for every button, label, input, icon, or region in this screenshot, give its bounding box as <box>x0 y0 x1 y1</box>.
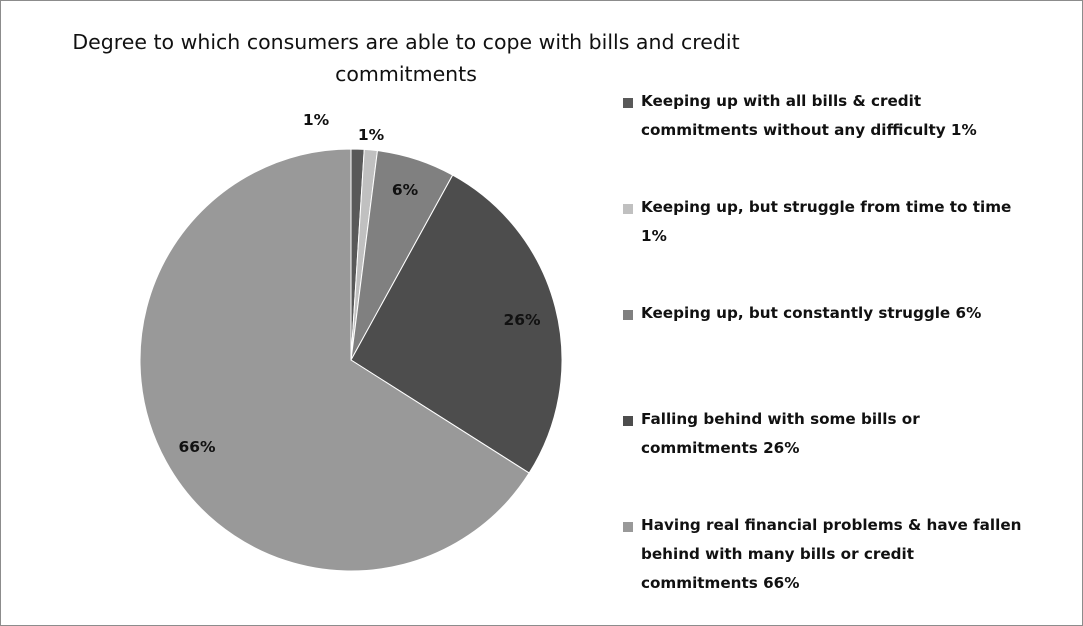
legend-label-3: Keeping up, but constantly struggle 6% <box>641 299 1078 328</box>
legend-label-line: Falling behind with some bills or <box>641 410 920 428</box>
data-label-4: 26% <box>503 311 541 329</box>
data-label-5: 66% <box>178 438 216 456</box>
pie-slice-4 <box>350 174 563 474</box>
legend-label-line: commitments 26% <box>641 439 800 457</box>
legend-swatch-1 <box>623 98 633 108</box>
chart-title-line-2: commitments <box>335 62 477 86</box>
legend-label-2: Keeping up, but struggle from time to ti… <box>641 193 1078 251</box>
legend-label-line: Having real financial problems & have fa… <box>641 516 1022 534</box>
pie-slice-5 <box>139 148 530 572</box>
legend-swatch-2 <box>623 204 633 214</box>
legend-label-line: behind with many bills or credit <box>641 545 914 563</box>
legend-swatch-4 <box>623 416 633 426</box>
legend-label-1: Keeping up with all bills & credit commit… <box>641 87 1078 145</box>
legend-label-line: commitments without any difficulty 1% <box>641 121 977 139</box>
legend-label-5: Having real financial problems & have fa… <box>641 511 1078 598</box>
legend-label-line: Keeping up with all bills & credit <box>641 92 922 110</box>
data-label-2: 1% <box>358 126 385 144</box>
legend-swatch-5 <box>623 522 633 532</box>
legend-label-line: Keeping up, but struggle from time to ti… <box>641 198 1012 216</box>
chart-title-line-1: Degree to which consumers are able to co… <box>72 30 740 54</box>
legend-swatch-3 <box>623 310 633 320</box>
legend-label-line: Keeping up, but constantly struggle 6% <box>641 304 982 322</box>
data-label-3: 6% <box>392 181 419 199</box>
data-label-1: 1% <box>303 111 330 129</box>
legend-label-line: commitments 66% <box>641 574 800 592</box>
legend-label-line: 1% <box>641 227 667 245</box>
legend-label-4: Falling behind with some bills or commitm… <box>641 405 1078 463</box>
